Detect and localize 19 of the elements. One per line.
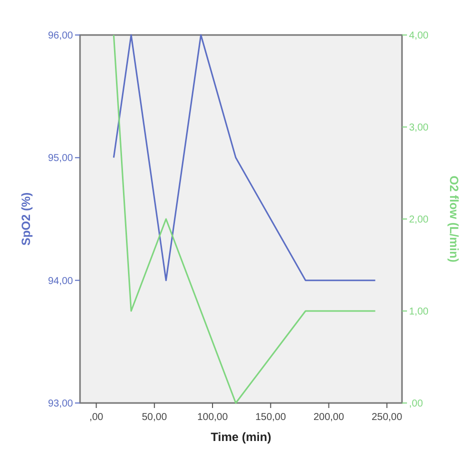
x-axis-title: Time (min) (210, 430, 272, 444)
y-tick-label: 95,00 (48, 153, 74, 164)
x-tick-label: 150,00 (255, 412, 286, 423)
x-tick-label: 250,00 (372, 412, 403, 423)
x-tick-label: 50,00 (142, 412, 168, 423)
y2-tick-label: 4,00 (409, 30, 429, 42)
x-tick-label: 100,00 (197, 412, 228, 423)
y-tick-label: 96,00 (48, 30, 74, 42)
y-axis-title: SpO2 (%) (19, 192, 33, 246)
y2-tick-label: ,00 (409, 398, 424, 410)
y2-tick-label: 1,00 (409, 306, 429, 318)
y2-axis-title: O2 flow (L/min) (447, 176, 461, 262)
y2-tick-label: 3,00 (409, 122, 429, 134)
y2-tick-label: 2,00 (409, 214, 429, 226)
x-tick-label: 200,00 (313, 412, 344, 423)
y-tick-label: 93,00 (48, 398, 74, 410)
line-series (112, 34, 376, 404)
y-tick-label: 94,00 (48, 276, 74, 287)
x-tick-label: ,00 (89, 412, 104, 423)
